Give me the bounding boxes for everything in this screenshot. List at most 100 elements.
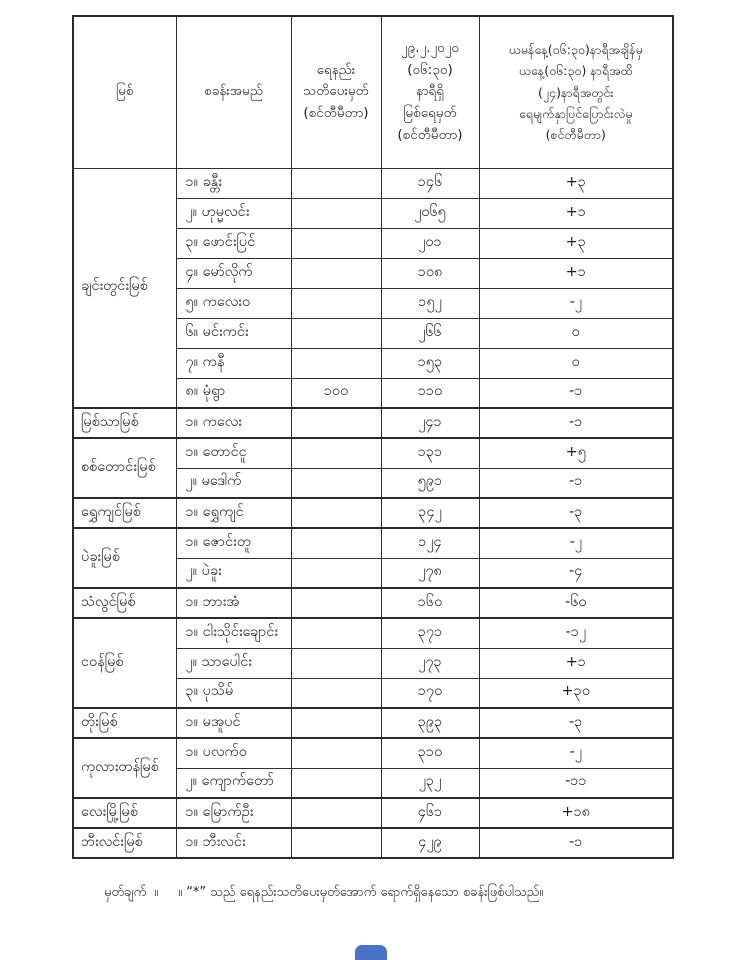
warning-level: [290, 347, 382, 379]
river-level-table: မြစ် စခန်းအမည် ရေနည်း သတိပေးမှတ် (စင်တီမ…: [72, 15, 674, 859]
warning-level: [290, 407, 382, 439]
table-row: ပဲခူးမြစ် ၁။ ဇောင်းတူ ၁၂၄ -၂: [72, 527, 674, 589]
level-change: +၁၈: [478, 797, 674, 829]
station-name: ၈။ မုံရွာ: [175, 377, 292, 409]
warning-level: [290, 767, 382, 799]
table-row: ကုလားတန်မြစ် ၁။ ပလက်ဝ ၃၁၀ -၂: [72, 737, 674, 799]
water-level: ၅၉၁: [380, 467, 480, 499]
station-name: ၁။ ဇောင်းတူ: [175, 527, 292, 559]
river-name: ရွှေကျင်မြစ်: [72, 497, 177, 529]
level-change: -၁: [478, 827, 674, 859]
river-name: စစ်တောင်းမြစ်: [72, 437, 177, 499]
water-level: ၃၄၂: [380, 497, 480, 529]
warning-level: [290, 317, 382, 349]
col-header-river: မြစ်: [72, 15, 177, 169]
water-level: ၃၁၀: [380, 737, 480, 769]
warning-level: [290, 527, 382, 559]
table-row: လေးမြို့မြစ် ၁။ မြောက်ဦး ၄၆၁ +၁၈: [72, 797, 674, 829]
table-row: မြစ်သာမြစ် ၁။ ကလေး ၂၄၁ -၁: [72, 407, 674, 439]
col-header-station: စခန်းအမည်: [175, 15, 292, 169]
water-level: ၁၅၃: [380, 347, 480, 379]
level-change: -၃: [478, 707, 674, 739]
level-change: -၁၁: [478, 767, 674, 799]
table-row: သံလွင်မြစ် ၁။ ဘားအံ ၁၆၀ -၆၀: [72, 587, 674, 619]
river-name: လေးမြို့မြစ်: [72, 797, 177, 829]
warning-level: [290, 227, 382, 259]
level-change: -၁: [478, 467, 674, 499]
level-change: +၃: [478, 167, 674, 199]
water-level: ၁၃၁: [380, 437, 480, 469]
table-row: ၂။ မဒေါက် ၅၉၁ -၁: [73, 467, 674, 499]
station-name: ၁။ ကလေး: [175, 407, 292, 439]
station-name: ၁။ ဘားအံ: [175, 587, 292, 619]
level-change: +၃၀: [478, 677, 674, 709]
warning-level: [290, 707, 382, 739]
col-header-change: ယမန်နေ့(၀၆:၃၀)နာရီအချိန်မှ ယနေ့(၀၆:၃၀) န…: [478, 15, 674, 169]
level-change: -၆၀: [478, 587, 674, 619]
table-row: တိုးမြစ် ၁။ မအူပင် ၃၉၃ -၃: [72, 707, 674, 739]
station-name: ၃။ ဖောင်းပြင်: [175, 227, 292, 259]
col-header-warning: ရေနည်း သတိပေးမှတ် (စင်တီမီတာ): [290, 15, 382, 169]
table-row: ၂။ သာပေါင်း ၂၇၃ +၁: [73, 647, 674, 679]
water-level: ၁၅၂: [380, 287, 480, 319]
station-name: ၁။ ရွှေကျင်: [175, 497, 292, 529]
level-change: -၃: [478, 497, 674, 529]
warning-level: [290, 557, 382, 589]
level-change: -၂: [478, 527, 674, 559]
station-name: ၁။ တောင်ငူ: [175, 437, 292, 469]
level-change: -၁: [478, 377, 674, 409]
water-level: ၂၃၂: [380, 767, 480, 799]
warning-level: [290, 287, 382, 319]
level-change: -၄: [478, 557, 674, 589]
river-name: ကုလားတန်မြစ်: [72, 737, 177, 799]
station-name: ၂။ ဟုမ္မလင်း: [175, 197, 292, 229]
water-level: ၁၄၆: [380, 167, 480, 199]
table-row: ၆။ မင်းကင်း ၂၆၆၀: [73, 317, 674, 349]
station-name: ၆။ မင်းကင်း: [175, 317, 292, 349]
station-name: ၁။ မြောက်ဦး: [175, 797, 292, 829]
level-change: -၂: [478, 287, 674, 319]
footer-note-separator: ။: [154, 885, 159, 900]
water-level: ၁၂၄: [380, 527, 480, 559]
table-row: ၄။ မော်လိုက် ၁၀၈ +၁: [73, 257, 674, 289]
water-level: ၁၇၀: [380, 677, 480, 709]
table-row: ၂။ ကျောက်တော် ၂၃၂ -၁၁: [73, 767, 674, 799]
station-name: ၁။ မအူပင်: [175, 707, 292, 739]
river-name: ဘီးလင်းမြစ်: [72, 827, 177, 859]
station-name: ၇။ ကနီ: [175, 347, 292, 379]
level-change: +၅: [478, 437, 674, 469]
warning-level: [290, 257, 382, 289]
water-level: ၄၂၉: [380, 827, 480, 859]
level-change: -၁၂: [478, 617, 674, 649]
river-name: သံလွင်မြစ်: [72, 587, 177, 619]
warning-level: [290, 467, 382, 499]
col-header-level: ၂၉.၂.၂၀၂၀ (၀၆:၃၀) နာရီရှိ မြစ်ရေမှတ် (စင…: [380, 15, 480, 169]
warning-level: [290, 797, 382, 829]
warning-level: [290, 197, 382, 229]
water-level: ၁၁၀: [380, 377, 480, 409]
warning-level: [290, 647, 382, 679]
level-change: +၁: [478, 197, 674, 229]
warning-level: [290, 827, 382, 859]
river-name: တိုးမြစ်: [72, 707, 177, 739]
station-name: ၃။ ပုသိမ်: [175, 677, 292, 709]
table-row: ၈။ မုံရွာ ၁၀၀ ၁၁၀ -၁: [73, 377, 674, 409]
level-change: ၀: [478, 347, 674, 379]
station-name: ၁။ ငါးသိုင်းချောင်း: [175, 617, 292, 649]
level-change: -၂: [478, 737, 674, 769]
level-change: ၀: [478, 317, 674, 349]
level-change: +၁: [478, 647, 674, 679]
station-name: ၁။ ဘီးလင်း: [175, 827, 292, 859]
table-row: ဘီးလင်းမြစ် ၁။ ဘီးလင်း ၄၂၉ -၁: [72, 827, 674, 859]
station-name: ၄။ မော်လိုက်: [175, 257, 292, 289]
water-level: ၂၀၁: [380, 227, 480, 259]
warning-level: [290, 737, 382, 769]
header-row: မြစ် စခန်းအမည် ရေနည်း သတိပေးမှတ် (စင်တီမ…: [72, 15, 674, 169]
station-name: ၅။ ကလေးဝ: [175, 287, 292, 319]
river-name: မြစ်သာမြစ်: [72, 407, 177, 439]
water-level: ၂၇၃: [380, 647, 480, 679]
table-row: ၃။ ပုသိမ် ၁၇၀ +၃၀: [73, 677, 674, 709]
water-level: ၂၆၆: [380, 317, 480, 349]
warning-level: [290, 677, 382, 709]
warning-level: ၁၀၀: [290, 377, 382, 409]
